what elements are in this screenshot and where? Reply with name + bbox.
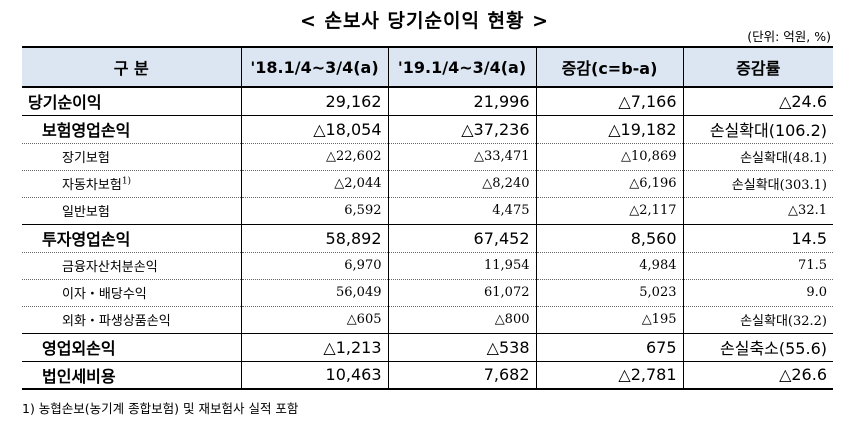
table-row: 금융자산처분손익 6,970 11,954 4,984 71.5 — [22, 251, 833, 279]
cell-rate: 손실축소(55.6) — [682, 332, 833, 361]
unit-label: (단위: 억원, %) — [747, 29, 831, 44]
table-row: 자동차보험1) △2,044 △8,240 △6,196 손실확대(303.1) — [22, 169, 833, 197]
row-label: 자동차보험1) — [22, 169, 242, 197]
table-row: 일반보험 6,592 4,475 △2,117 △32.1 — [22, 196, 833, 224]
cell-change: △2,117 — [535, 196, 684, 224]
cell-2018: △2,044 — [240, 169, 389, 197]
table-row: 외화・파생상품손익 △605 △800 △195 손실확대(32.2) — [22, 305, 833, 333]
header-row: 구 분 '18.1/4~3/4(a) '19.1/4~3/4(a) 증감(c=b… — [22, 46, 833, 88]
cell-2019: 7,682 — [387, 360, 537, 390]
cell-2018: △1,213 — [240, 332, 389, 361]
cell-rate: 14.5 — [682, 223, 833, 252]
table-row: 장기보험 △22,602 △33,471 △10,869 손실확대(48.1) — [22, 142, 833, 170]
cell-rate: △24.6 — [682, 87, 833, 116]
cell-2019: 4,475 — [387, 196, 537, 224]
cell-rate: 손실확대(303.1) — [682, 169, 833, 197]
table-row: 법인세비용 10,463 7,682 △2,781 △26.6 — [22, 360, 833, 390]
cell-2018: 29,162 — [240, 87, 389, 116]
table-row: 당기순이익 29,162 21,996 △7,166 △24.6 — [22, 87, 833, 116]
footnote: 1) 농협손보(농기계 종합보험) 및 재보험사 실적 포함 — [22, 401, 299, 416]
cell-2019: △538 — [387, 332, 537, 361]
table-title: < 손보사 당기순이익 현황 > — [299, 10, 550, 32]
cell-change: 4,984 — [535, 251, 684, 279]
cell-2019: 11,954 — [387, 251, 537, 279]
table-row: 보험영업손익 △18,054 △37,236 △19,182 손실확대(106.… — [22, 115, 833, 143]
cell-change: △7,166 — [535, 87, 684, 116]
cell-change: △195 — [535, 305, 684, 333]
profit-table: 구 분 '18.1/4~3/4(a) '19.1/4~3/4(a) 증감(c=b… — [22, 46, 833, 390]
cell-rate: 손실확대(48.1) — [682, 142, 833, 170]
cell-2018: 6,592 — [240, 196, 389, 224]
cell-change: 5,023 — [535, 278, 684, 306]
cell-2018: 56,049 — [240, 278, 389, 306]
cell-2019: △8,240 — [387, 169, 537, 197]
row-label: 투자영업손익 — [22, 223, 242, 252]
table-row: 투자영업손익 58,892 67,452 8,560 14.5 — [22, 223, 833, 252]
table-row: 영업외손익 △1,213 △538 675 손실축소(55.6) — [22, 332, 833, 361]
cell-2018: △18,054 — [240, 115, 389, 143]
cell-2018: △22,602 — [240, 142, 389, 170]
row-label: 당기순이익 — [22, 87, 242, 116]
cell-change: 675 — [535, 332, 684, 361]
cell-rate: △32.1 — [682, 196, 833, 224]
footnote-marker: 1) — [121, 176, 132, 187]
cell-2019: 61,072 — [387, 278, 537, 306]
cell-change: △2,781 — [535, 360, 684, 390]
row-label: 금융자산처분손익 — [22, 251, 242, 279]
cell-2019: △37,236 — [387, 115, 537, 143]
row-label: 보험영업손익 — [22, 115, 242, 143]
header-change: 증감(c=b-a) — [535, 46, 684, 88]
cell-rate: 71.5 — [682, 251, 833, 279]
header-change-rate: 증감률 — [682, 46, 833, 88]
cell-rate: 9.0 — [682, 278, 833, 306]
header-category: 구 분 — [22, 46, 242, 88]
row-label: 영업외손익 — [22, 332, 242, 361]
header-2019: '19.1/4~3/4(a) — [387, 46, 537, 88]
cell-rate: 손실확대(32.2) — [682, 305, 833, 333]
table-row: 이자・배당수익 56,049 61,072 5,023 9.0 — [22, 278, 833, 306]
cell-rate: △26.6 — [682, 360, 833, 390]
cell-2019: 67,452 — [387, 223, 537, 252]
cell-2019: △800 — [387, 305, 537, 333]
row-label: 일반보험 — [22, 196, 242, 224]
cell-2019: △33,471 — [387, 142, 537, 170]
cell-rate: 손실확대(106.2) — [682, 115, 833, 143]
cell-2018: △605 — [240, 305, 389, 333]
cell-change: △19,182 — [535, 115, 684, 143]
row-label: 법인세비용 — [22, 360, 242, 390]
cell-change: 8,560 — [535, 223, 684, 252]
cell-2018: 58,892 — [240, 223, 389, 252]
cell-change: △10,869 — [535, 142, 684, 170]
cell-2018: 6,970 — [240, 251, 389, 279]
cell-2019: 21,996 — [387, 87, 537, 116]
cell-change: △6,196 — [535, 169, 684, 197]
row-label: 이자・배당수익 — [22, 278, 242, 306]
header-2018: '18.1/4~3/4(a) — [240, 46, 389, 88]
row-label: 외화・파생상품손익 — [22, 305, 242, 333]
row-label-text: 자동차보험 — [62, 178, 122, 193]
cell-2018: 10,463 — [240, 360, 389, 390]
row-label: 장기보험 — [22, 142, 242, 170]
